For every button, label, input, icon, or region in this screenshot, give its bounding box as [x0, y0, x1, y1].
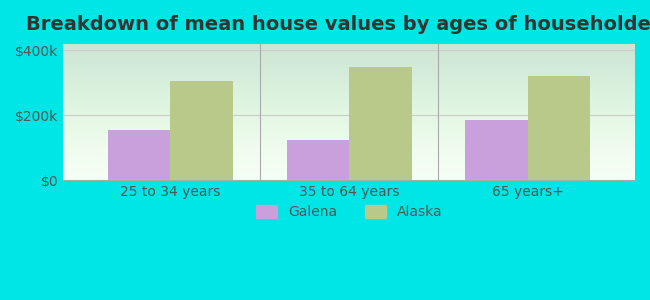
Bar: [349, 67, 411, 180]
Bar: [465, 120, 528, 180]
Bar: [528, 76, 590, 180]
Legend: Galena, Alaska: Galena, Alaska: [250, 200, 448, 225]
Bar: [170, 81, 233, 180]
Bar: [108, 130, 170, 180]
Title: Breakdown of mean house values by ages of householders: Breakdown of mean house values by ages o…: [26, 15, 650, 34]
Bar: [287, 140, 349, 180]
